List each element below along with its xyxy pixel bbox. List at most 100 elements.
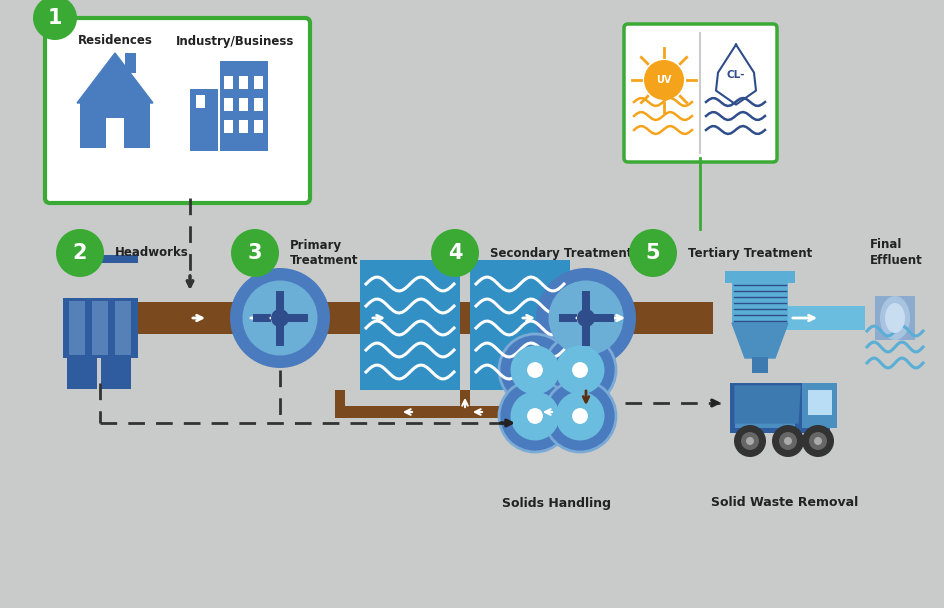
Circle shape bbox=[431, 229, 479, 277]
Bar bbox=[360, 260, 460, 390]
Bar bbox=[460, 390, 470, 415]
Bar bbox=[254, 120, 263, 133]
Bar bbox=[101, 357, 131, 389]
Bar bbox=[196, 95, 205, 108]
Bar bbox=[276, 291, 284, 345]
Text: Industry/Business: Industry/Business bbox=[176, 35, 295, 47]
Text: 3: 3 bbox=[247, 243, 262, 263]
Bar bbox=[92, 301, 108, 355]
Text: CL-: CL- bbox=[727, 69, 745, 80]
Bar bbox=[582, 291, 590, 345]
Text: 5: 5 bbox=[646, 243, 660, 263]
Text: Tertiary Treatment: Tertiary Treatment bbox=[688, 246, 812, 260]
Bar bbox=[470, 260, 570, 390]
Circle shape bbox=[772, 425, 804, 457]
Circle shape bbox=[499, 334, 571, 406]
Bar bbox=[239, 98, 248, 111]
Text: Solids Handling: Solids Handling bbox=[502, 497, 612, 510]
Circle shape bbox=[511, 345, 560, 395]
FancyBboxPatch shape bbox=[45, 18, 310, 203]
Bar bbox=[875, 296, 915, 340]
Bar bbox=[224, 76, 233, 89]
Bar bbox=[224, 98, 233, 111]
Circle shape bbox=[527, 362, 543, 378]
Bar bbox=[802, 383, 837, 428]
FancyBboxPatch shape bbox=[624, 24, 777, 162]
Circle shape bbox=[572, 408, 588, 424]
Bar bbox=[196, 73, 205, 86]
Bar bbox=[239, 76, 248, 89]
Text: 2: 2 bbox=[73, 243, 87, 263]
Circle shape bbox=[527, 408, 543, 424]
Bar bbox=[573, 334, 583, 359]
Bar bbox=[335, 406, 583, 418]
Bar bbox=[254, 76, 263, 89]
Bar bbox=[752, 357, 768, 373]
Circle shape bbox=[555, 345, 604, 395]
Circle shape bbox=[33, 0, 77, 40]
Ellipse shape bbox=[230, 268, 330, 368]
Circle shape bbox=[779, 432, 797, 450]
Bar bbox=[224, 120, 233, 133]
Bar bbox=[581, 368, 591, 413]
Circle shape bbox=[629, 229, 677, 277]
Circle shape bbox=[499, 380, 571, 452]
Circle shape bbox=[544, 380, 616, 452]
Circle shape bbox=[555, 392, 604, 440]
Ellipse shape bbox=[880, 296, 910, 340]
Bar bbox=[735, 386, 795, 428]
Polygon shape bbox=[716, 44, 756, 105]
Circle shape bbox=[746, 437, 754, 445]
Text: Effluent: Effluent bbox=[870, 255, 922, 268]
Bar bbox=[335, 390, 345, 415]
Ellipse shape bbox=[536, 268, 636, 368]
Bar bbox=[220, 61, 268, 151]
Circle shape bbox=[271, 309, 289, 327]
Circle shape bbox=[814, 437, 822, 445]
Bar bbox=[239, 120, 248, 133]
Circle shape bbox=[741, 432, 759, 450]
Bar bbox=[67, 357, 97, 389]
Ellipse shape bbox=[885, 303, 905, 333]
Bar bbox=[115, 301, 131, 355]
Polygon shape bbox=[735, 386, 800, 423]
Polygon shape bbox=[77, 53, 153, 103]
Bar bbox=[808, 390, 832, 415]
Bar bbox=[559, 314, 614, 322]
Circle shape bbox=[511, 392, 560, 440]
Circle shape bbox=[644, 60, 684, 100]
Bar bbox=[63, 255, 138, 263]
Circle shape bbox=[577, 309, 595, 327]
Circle shape bbox=[809, 432, 827, 450]
Bar bbox=[138, 302, 713, 334]
Text: Final: Final bbox=[870, 238, 902, 252]
Bar bbox=[254, 98, 263, 111]
Polygon shape bbox=[732, 323, 788, 358]
Text: 1: 1 bbox=[48, 8, 62, 28]
Text: UV: UV bbox=[656, 75, 672, 85]
Circle shape bbox=[784, 437, 792, 445]
Bar bbox=[80, 100, 150, 148]
Text: Primary: Primary bbox=[290, 238, 342, 252]
Bar bbox=[190, 89, 218, 151]
Text: Solid Waste Removal: Solid Waste Removal bbox=[712, 497, 859, 510]
Bar bbox=[125, 53, 136, 73]
Bar bbox=[725, 271, 795, 283]
Circle shape bbox=[734, 425, 766, 457]
Bar bbox=[63, 298, 138, 358]
Bar bbox=[252, 314, 308, 322]
Circle shape bbox=[544, 334, 616, 406]
Bar bbox=[732, 283, 788, 323]
Bar bbox=[69, 301, 85, 355]
Ellipse shape bbox=[243, 280, 317, 356]
Text: Headworks: Headworks bbox=[115, 246, 189, 260]
Circle shape bbox=[231, 229, 279, 277]
Ellipse shape bbox=[548, 280, 623, 356]
Bar bbox=[755, 306, 865, 330]
Text: Treatment: Treatment bbox=[290, 255, 359, 268]
Circle shape bbox=[802, 425, 834, 457]
Circle shape bbox=[56, 229, 104, 277]
Text: Residences: Residences bbox=[77, 35, 152, 47]
Bar bbox=[106, 118, 124, 148]
Bar bbox=[730, 383, 830, 433]
